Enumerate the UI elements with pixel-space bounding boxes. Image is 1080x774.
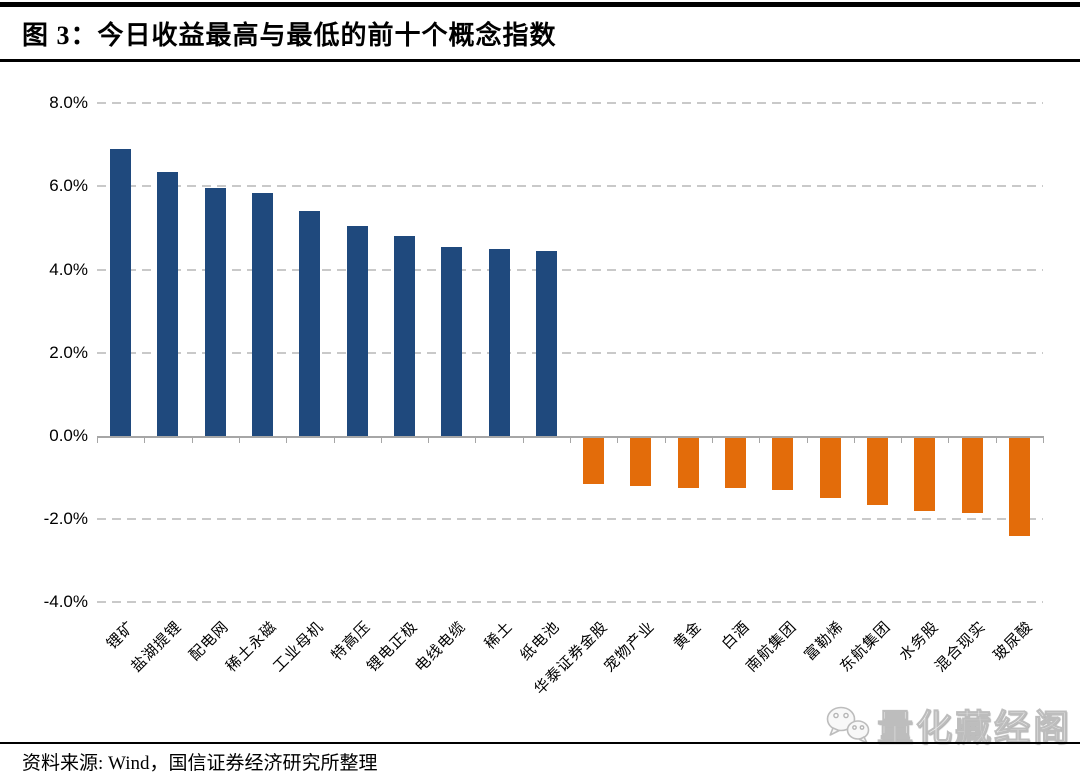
bar [772,438,794,490]
x-axis-tick [144,438,146,443]
x-axis-tick [806,438,808,443]
x-axis-tick [759,438,761,443]
x-axis-category-label: 宠物产业 [601,618,659,676]
x-axis-tick [948,438,950,443]
x-axis-category-label: 工业母机 [270,618,328,676]
x-axis-category-label: 锂电正极 [365,618,422,676]
x-axis-category-label: 南航集团 [743,618,801,676]
top-rule [0,2,1080,7]
x-axis-tick [380,438,382,443]
y-axis-tick-label: -4.0% [43,592,88,612]
bar [677,438,699,488]
x-axis-tick [333,438,335,443]
title-underline-rule [0,59,1080,62]
gridline [97,601,1043,604]
x-axis-category-label: 白酒 [718,618,753,653]
gridline [97,518,1043,521]
x-axis-category-label: 稀土 [482,618,517,653]
x-axis-tick [475,438,477,443]
x-axis-tick [711,438,713,443]
bar [204,188,226,436]
bar [866,438,888,505]
bar [299,211,321,436]
x-axis-category-label: 盐湖提锂 [128,618,186,676]
wechat-icon [826,706,870,744]
x-axis-category-label: 电线电缆 [412,618,469,676]
y-axis-tick-label: 6.0% [49,176,88,196]
x-axis-category-label: 玻尿酸 [991,618,1037,665]
source-rule [0,742,1080,744]
bar [961,438,983,513]
x-axis-tick [522,438,524,443]
bar [488,248,510,436]
x-axis-tick [286,438,288,443]
bar [914,438,936,511]
x-axis-tick [191,438,193,443]
x-axis-tick [97,438,98,443]
bar [252,192,274,436]
watermark: 量化藏经阁 [824,699,1072,751]
x-axis-tick [901,438,903,443]
bar [630,438,652,486]
gridline [97,268,1043,271]
x-axis-tick [428,438,430,443]
bar [346,225,368,436]
source-note: 资料来源: Wind，国信证券经济研究所整理 [22,753,378,774]
gridline [97,351,1043,354]
gridline [97,102,1043,105]
bar [1008,438,1030,536]
y-axis-tick-label: 4.0% [49,259,88,279]
bar [393,236,415,436]
x-axis-tick [617,438,619,443]
y-axis-tick-label: 2.0% [49,342,88,362]
figure-title: 图 3：今日收益最高与最低的前十个概念指数 [22,21,557,50]
bar [110,148,132,436]
bar [725,438,747,488]
x-axis-tick [995,438,997,443]
x-axis-tick [238,438,240,443]
watermark-text: 量化藏经阁 [876,708,1072,749]
x-axis-category-label: 混合现实 [932,618,990,676]
x-axis-category-label: 锂矿 [103,618,138,653]
x-axis-category-label: 东航集团 [838,618,895,676]
bar [819,438,841,499]
x-axis-tick [570,438,571,443]
x-axis-tick [853,438,855,443]
bar [583,438,605,484]
y-axis-tick-label: 0.0% [49,426,88,445]
bar [157,171,179,436]
y-axis-tick-label: -2.0% [43,509,88,529]
x-axis-tick [664,438,666,443]
x-axis-line [97,436,1044,438]
gridline [97,185,1043,188]
y-axis-tick-label: 8.0% [49,93,88,113]
x-axis-category-label: 稀土永磁 [223,618,280,676]
bar [535,250,557,436]
x-axis-tick [1043,438,1044,443]
bar [441,246,463,436]
x-axis-category-label: 黄金 [671,618,706,653]
